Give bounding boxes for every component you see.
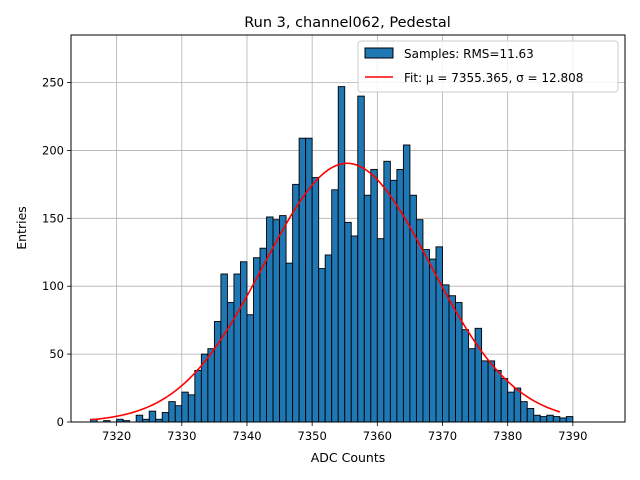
histogram-bar xyxy=(220,273,228,423)
histogram-bar xyxy=(350,235,359,423)
y-tick-label: 0 xyxy=(57,415,64,429)
legend-box xyxy=(357,40,619,93)
histogram-bar xyxy=(181,391,189,423)
histogram-bar xyxy=(461,329,470,423)
histogram-bar xyxy=(546,414,554,423)
x-axis-label: ADC Counts xyxy=(311,450,386,465)
y-tick-label: 100 xyxy=(42,279,64,293)
x-tick-label: 7330 xyxy=(167,429,196,443)
x-axis-ticks: 7320 7330 7340 7350 7360 7370 7380 7390 xyxy=(102,422,587,443)
histogram-bar xyxy=(520,401,528,423)
histogram-bar xyxy=(526,407,535,423)
histogram-bar xyxy=(389,179,398,423)
histogram-bar xyxy=(435,246,443,423)
histogram-bar xyxy=(233,273,241,423)
x-tick-label: 7320 xyxy=(102,429,131,443)
histogram-bar xyxy=(487,360,496,423)
histogram-bar xyxy=(187,394,196,423)
histogram-bar xyxy=(383,160,391,423)
histogram-bar xyxy=(337,86,346,423)
x-tick-label: 7350 xyxy=(298,429,327,443)
y-axis-ticks: 0 50 100 150 200 250 xyxy=(42,76,71,429)
histogram-bar xyxy=(552,416,561,423)
histogram-bar xyxy=(468,348,476,423)
histogram-bar xyxy=(298,137,307,423)
plot-frame xyxy=(70,34,626,423)
fit-curve xyxy=(90,162,561,421)
chart-title: Run 3, channel062, Pedestal xyxy=(244,15,451,31)
legend-label-samples: Samples: RMS=11.63 xyxy=(404,47,534,61)
histogram-bar xyxy=(344,221,352,423)
x-tick-label: 7360 xyxy=(363,429,392,443)
x-tick-label: 7340 xyxy=(232,429,261,443)
y-tick-label: 50 xyxy=(49,347,64,361)
histogram-bar xyxy=(305,137,313,423)
y-tick-label: 150 xyxy=(42,211,64,225)
histogram-bar xyxy=(135,414,144,423)
histogram-bar xyxy=(324,254,333,423)
histogram-bar xyxy=(285,262,294,423)
x-tick-label: 7380 xyxy=(493,429,522,443)
histogram-bar xyxy=(161,412,170,423)
histogram-bar xyxy=(429,258,437,423)
histogram-bar xyxy=(168,401,176,423)
legend-swatch-samples xyxy=(364,47,394,59)
histogram-bar xyxy=(311,177,320,423)
histogram-bar xyxy=(279,215,287,423)
histogram-bar xyxy=(442,284,450,423)
histogram-bar xyxy=(240,261,248,423)
histogram-bar xyxy=(402,144,411,423)
histogram-bar xyxy=(363,194,372,423)
histogram-bar xyxy=(259,247,267,423)
histogram-bar xyxy=(318,268,326,423)
histogram-bar xyxy=(194,369,202,423)
histogram-bar xyxy=(507,391,515,423)
x-tick-label: 7370 xyxy=(428,429,457,443)
histogram-bar xyxy=(565,416,574,423)
histogram-bar xyxy=(513,387,522,423)
histogram-bar xyxy=(246,314,254,423)
histogram-bar xyxy=(533,414,541,423)
legend: Samples: RMS=11.63 Fit: μ = 7355.365, σ … xyxy=(357,40,619,93)
x-tick-label: 7390 xyxy=(558,429,587,443)
histogram-bar xyxy=(448,295,456,423)
histogram-bar xyxy=(539,416,548,423)
histogram-bar xyxy=(272,219,281,423)
histogram-bar xyxy=(331,189,339,423)
y-tick-label: 250 xyxy=(42,76,64,90)
histogram-bar xyxy=(213,321,222,423)
histogram-bar xyxy=(174,405,183,423)
histogram-bar xyxy=(370,168,378,423)
histogram-bar xyxy=(422,249,430,423)
y-tick-label: 200 xyxy=(42,143,64,157)
histogram-bar xyxy=(357,95,365,423)
histogram-bar xyxy=(376,238,385,423)
histogram-bar xyxy=(500,378,509,423)
histogram-bar xyxy=(494,369,502,423)
legend-label-fit: Fit: μ = 7355.365, σ = 12.808 xyxy=(404,71,583,85)
histogram-bar xyxy=(207,348,215,423)
histogram-bars xyxy=(90,86,574,423)
histogram-bar xyxy=(481,360,489,423)
histogram-bar xyxy=(559,417,567,423)
y-axis-label: Entries xyxy=(14,206,29,250)
histogram-bar xyxy=(148,410,157,423)
histogram-bar xyxy=(292,183,300,423)
